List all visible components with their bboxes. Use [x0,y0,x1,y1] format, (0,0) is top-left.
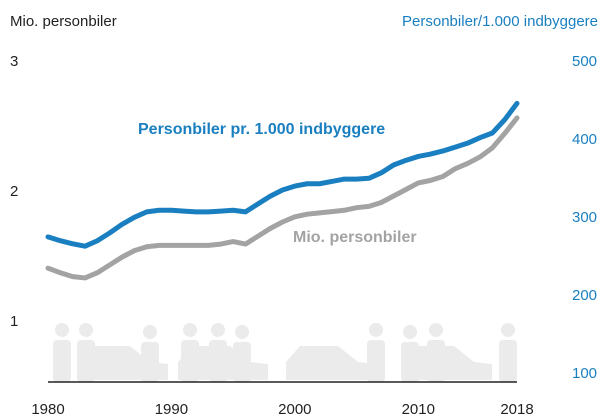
y2-tick-label: 500 [572,53,597,70]
x-tick-label: 2018 [500,401,533,418]
y2-tick-label: 200 [572,287,597,304]
x-tick-label: 1980 [31,401,64,418]
y-tick-label: 1 [10,313,18,330]
y2-tick-label: 300 [572,209,597,226]
series-line [45,115,520,281]
background-illustration [53,323,517,382]
y-axis-title: Mio. personbiler [10,13,117,30]
y2-tick-label: 400 [572,131,597,148]
y2-tick-label: 100 [572,365,597,382]
series-label: Personbiler pr. 1.000 indbyggere [138,121,385,138]
y2-axis-title: Personbiler/1.000 indbyggere [402,13,598,30]
series-line [45,100,520,249]
y-tick-label: 3 [10,53,18,70]
x-tick-label: 2000 [278,401,311,418]
x-tick-label: 1990 [155,401,188,418]
x-tick-label: 2010 [402,401,435,418]
series-label: Mio. personbiler [293,229,417,246]
y-tick-label: 2 [10,183,18,200]
